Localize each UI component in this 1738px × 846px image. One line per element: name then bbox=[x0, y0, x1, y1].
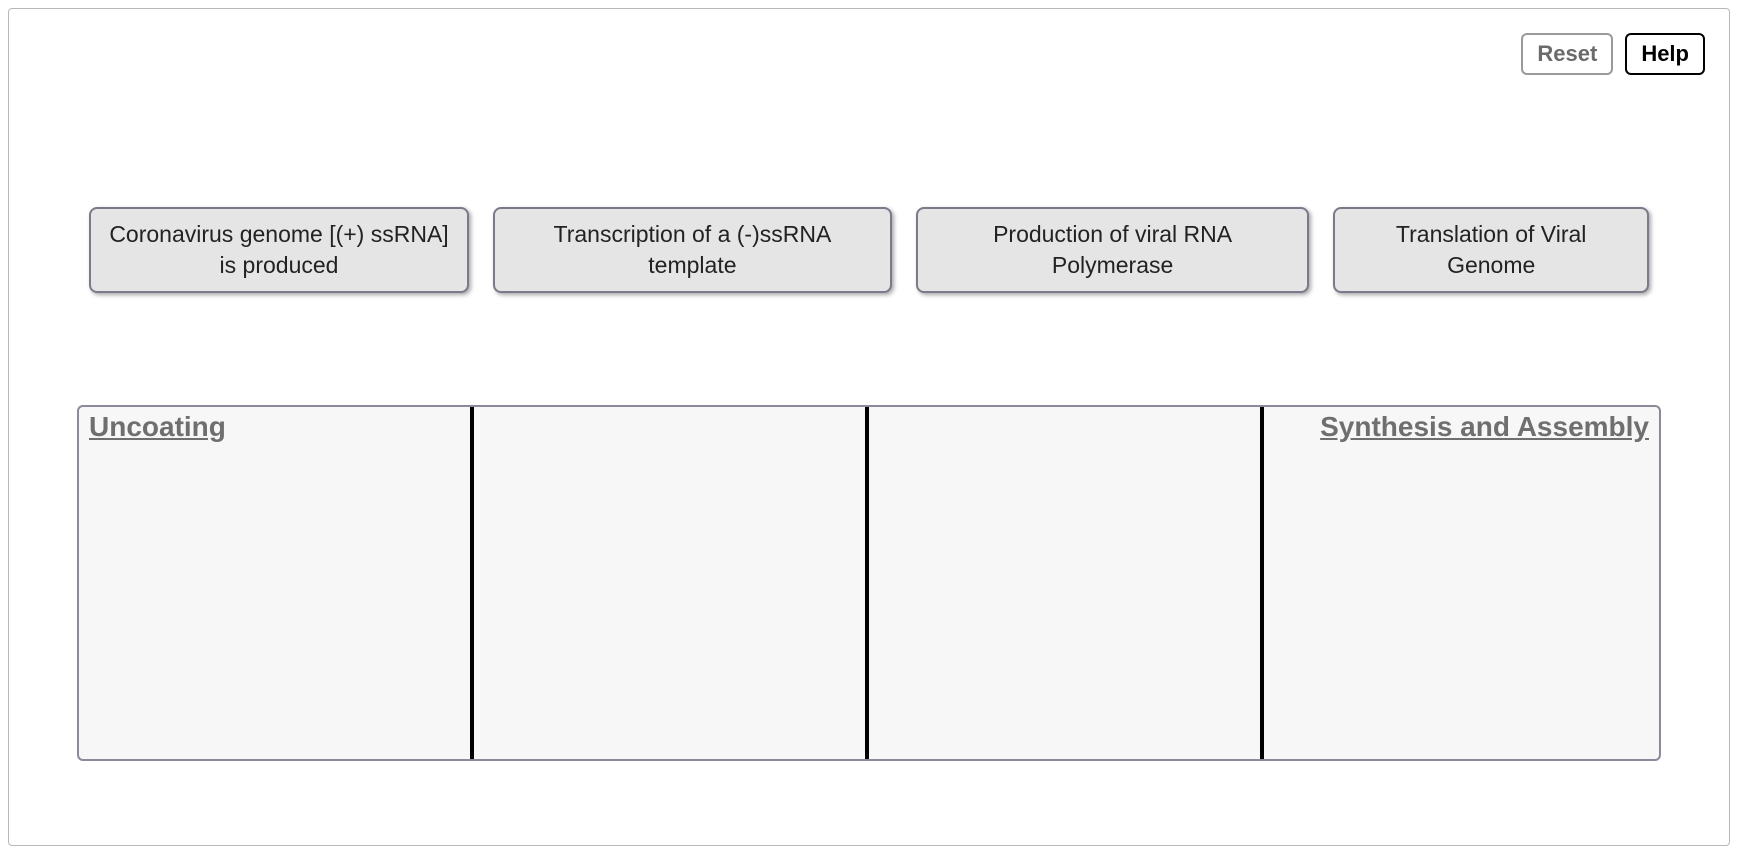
help-button[interactable]: Help bbox=[1625, 33, 1705, 75]
drop-zone-grid: Uncoating Synthesis and Assembly bbox=[77, 405, 1661, 761]
drag-item-transcription-template[interactable]: Transcription of a (-)ssRNA template bbox=[493, 207, 892, 293]
drag-item-label: Production of viral RNA Polymerase bbox=[993, 221, 1232, 278]
drop-zone-1[interactable]: Uncoating bbox=[79, 407, 474, 759]
drop-zone-label-uncoating: Uncoating bbox=[89, 411, 226, 443]
toolbar: Reset Help bbox=[1521, 33, 1705, 75]
drag-item-label: Coronavirus genome [(+) ssRNA] is produc… bbox=[109, 221, 448, 278]
main-panel: Reset Help Coronavirus genome [(+) ssRNA… bbox=[8, 8, 1730, 846]
drag-item-genome-produced[interactable]: Coronavirus genome [(+) ssRNA] is produc… bbox=[89, 207, 469, 293]
drag-item-translation-genome[interactable]: Translation of Viral Genome bbox=[1333, 207, 1649, 293]
drop-zone-3[interactable] bbox=[869, 407, 1264, 759]
drop-zone-4[interactable]: Synthesis and Assembly bbox=[1264, 407, 1659, 759]
draggable-items-row: Coronavirus genome [(+) ssRNA] is produc… bbox=[89, 207, 1649, 293]
drag-item-label: Translation of Viral Genome bbox=[1396, 221, 1586, 278]
drop-zone-label-synthesis-assembly: Synthesis and Assembly bbox=[1320, 411, 1649, 443]
drop-zone-2[interactable] bbox=[474, 407, 869, 759]
drag-item-label: Transcription of a (-)ssRNA template bbox=[554, 221, 832, 278]
drag-item-rna-polymerase[interactable]: Production of viral RNA Polymerase bbox=[916, 207, 1310, 293]
reset-button[interactable]: Reset bbox=[1521, 33, 1613, 75]
